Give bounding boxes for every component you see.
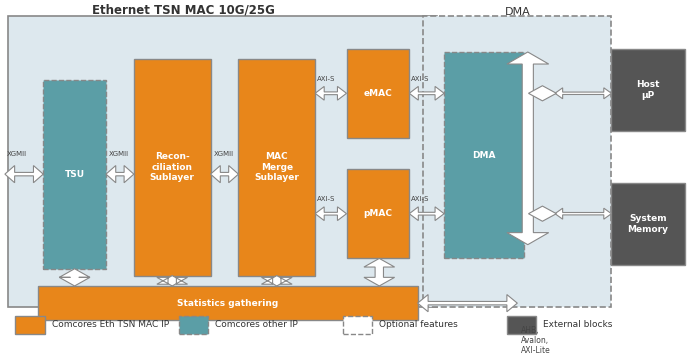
Polygon shape bbox=[528, 206, 556, 221]
FancyBboxPatch shape bbox=[507, 316, 536, 334]
FancyBboxPatch shape bbox=[8, 16, 437, 306]
Text: DMA: DMA bbox=[505, 7, 530, 17]
Text: XGMII: XGMII bbox=[108, 151, 129, 157]
Polygon shape bbox=[106, 166, 134, 183]
Polygon shape bbox=[315, 86, 346, 100]
FancyBboxPatch shape bbox=[43, 79, 106, 269]
FancyBboxPatch shape bbox=[343, 316, 372, 334]
Text: Ethernet TSN MAC 10G/25G: Ethernet TSN MAC 10G/25G bbox=[92, 4, 275, 17]
FancyBboxPatch shape bbox=[134, 59, 211, 276]
Text: AXI-S: AXI-S bbox=[412, 76, 430, 82]
Text: Host
μP: Host μP bbox=[636, 80, 660, 100]
Polygon shape bbox=[410, 86, 444, 100]
Polygon shape bbox=[5, 166, 43, 183]
Text: AXI-S: AXI-S bbox=[412, 196, 430, 203]
FancyBboxPatch shape bbox=[612, 183, 685, 265]
Text: AXI-S: AXI-S bbox=[317, 196, 335, 203]
Polygon shape bbox=[211, 166, 239, 183]
Text: pMAC: pMAC bbox=[363, 209, 393, 218]
Text: TSU: TSU bbox=[64, 170, 85, 179]
Polygon shape bbox=[262, 276, 292, 286]
Text: XGMII: XGMII bbox=[214, 151, 234, 157]
Text: Optional features: Optional features bbox=[379, 320, 458, 329]
Text: DMA: DMA bbox=[473, 151, 496, 160]
Text: System
Memory: System Memory bbox=[628, 214, 668, 234]
FancyBboxPatch shape bbox=[346, 169, 410, 258]
Text: eMAC: eMAC bbox=[363, 89, 392, 98]
Text: AXI-S: AXI-S bbox=[317, 76, 335, 82]
Text: Comcores other IP: Comcores other IP bbox=[216, 320, 298, 329]
FancyBboxPatch shape bbox=[15, 316, 45, 334]
Polygon shape bbox=[60, 269, 90, 286]
Polygon shape bbox=[315, 207, 346, 221]
Polygon shape bbox=[418, 295, 517, 312]
Polygon shape bbox=[555, 88, 612, 99]
Text: MAC
Merge
Sublayer: MAC Merge Sublayer bbox=[254, 152, 299, 182]
Text: Recon-
ciliation
Sublayer: Recon- ciliation Sublayer bbox=[150, 152, 195, 182]
FancyBboxPatch shape bbox=[38, 286, 418, 320]
FancyBboxPatch shape bbox=[612, 48, 685, 131]
FancyBboxPatch shape bbox=[179, 316, 209, 334]
FancyBboxPatch shape bbox=[424, 16, 612, 306]
Text: AHB,
Avalon,
AXI-Lite: AHB, Avalon, AXI-Lite bbox=[521, 326, 551, 355]
FancyBboxPatch shape bbox=[239, 59, 315, 276]
FancyBboxPatch shape bbox=[346, 48, 410, 138]
Text: External blocks: External blocks bbox=[543, 320, 612, 329]
Text: Comcores Eth TSN MAC IP: Comcores Eth TSN MAC IP bbox=[52, 320, 169, 329]
Polygon shape bbox=[528, 86, 556, 101]
Text: Statistics gathering: Statistics gathering bbox=[177, 299, 279, 308]
Polygon shape bbox=[364, 258, 395, 286]
Text: XGMII: XGMII bbox=[7, 151, 27, 157]
Polygon shape bbox=[410, 207, 444, 221]
FancyBboxPatch shape bbox=[444, 52, 524, 258]
Polygon shape bbox=[157, 276, 188, 286]
Polygon shape bbox=[555, 208, 612, 219]
Polygon shape bbox=[507, 52, 549, 245]
